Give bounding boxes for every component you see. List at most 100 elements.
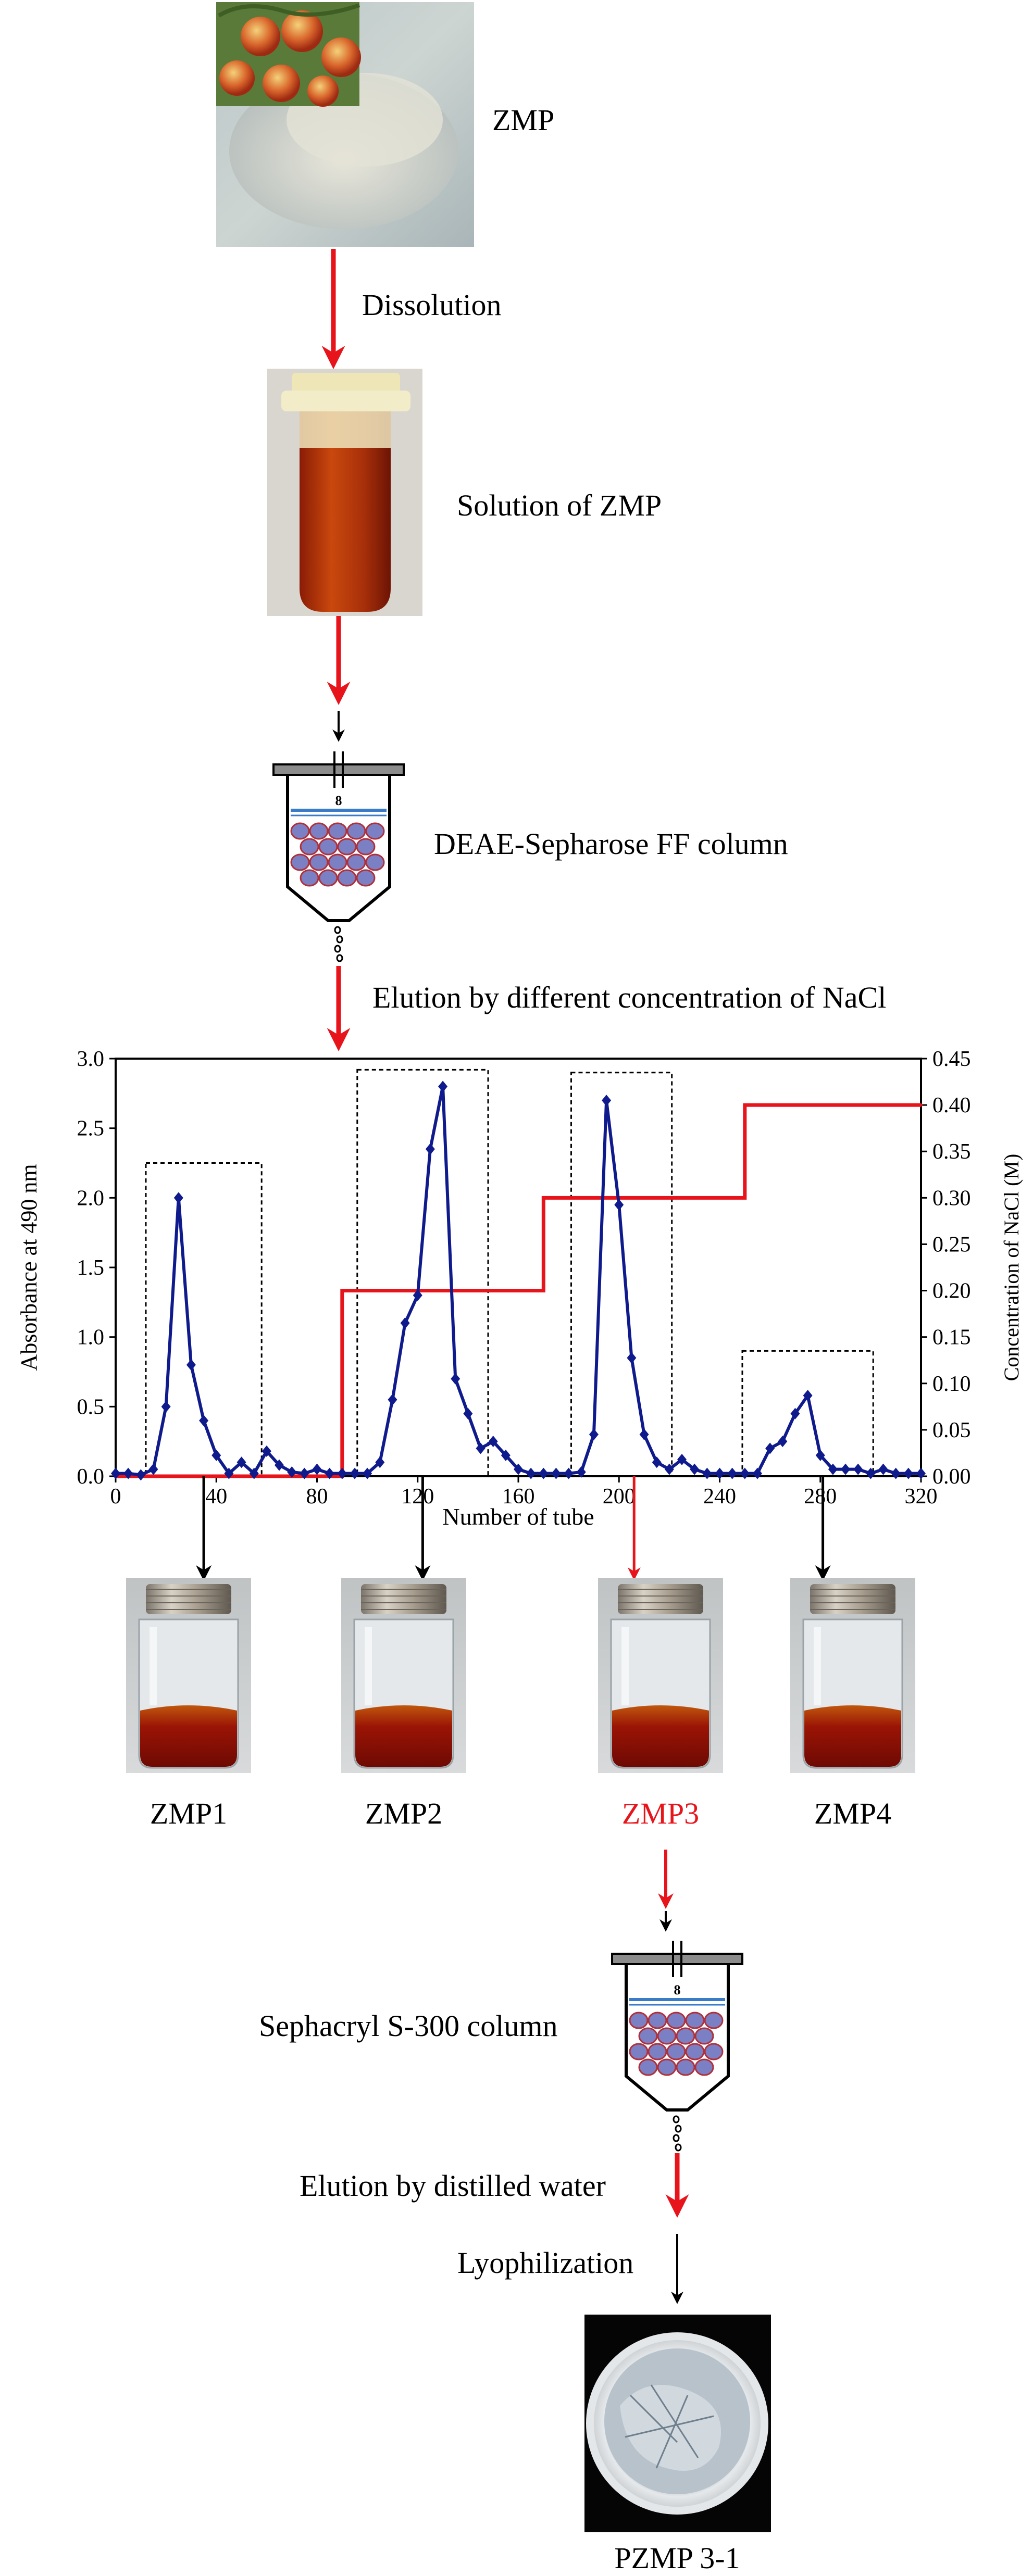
absorbance-point xyxy=(639,1428,649,1440)
fraction-label: ZMP2 xyxy=(365,1796,442,1830)
absorbance-point xyxy=(891,1467,901,1479)
absorbance-point xyxy=(765,1442,775,1454)
absorbance-point xyxy=(438,1080,448,1092)
column-cap xyxy=(272,763,405,776)
petri-dish-photo xyxy=(584,2315,771,2532)
inlet-glyph: 8 xyxy=(674,1982,681,1997)
absorbance-point xyxy=(602,1095,612,1107)
resin-bead xyxy=(365,822,385,840)
absorbance-point xyxy=(337,1467,347,1479)
absorbance-point xyxy=(451,1373,461,1385)
resin-bead xyxy=(704,2043,724,2060)
resin-bead xyxy=(337,838,357,856)
fraction-label: ZMP3 xyxy=(622,1796,699,1830)
nacl-point xyxy=(542,1289,545,1292)
column-body xyxy=(625,1964,730,2112)
absorbance-point xyxy=(514,1463,523,1475)
y-tick-label: 1.0 xyxy=(77,1326,105,1350)
fraction-box xyxy=(741,1350,874,1477)
start-label: ZMP xyxy=(492,103,554,137)
fruit-icon xyxy=(241,17,280,56)
absorbance-point xyxy=(211,1449,221,1461)
drop-icon xyxy=(336,954,343,962)
drop-icon xyxy=(673,2115,680,2123)
resin-bead xyxy=(657,2058,677,2076)
plot-frame xyxy=(115,1058,922,1477)
x-tick-label: 200 xyxy=(603,1485,636,1509)
absorbance-point xyxy=(853,1463,863,1475)
absorbance-point xyxy=(589,1428,599,1440)
vial-photo xyxy=(790,1578,915,1773)
absorbance-point xyxy=(186,1359,196,1371)
fraction-box xyxy=(570,1072,673,1477)
absorbance-point xyxy=(287,1466,297,1478)
absorbance-point xyxy=(148,1463,158,1475)
resin-bead xyxy=(638,2058,658,2076)
resin-bead xyxy=(685,2012,705,2029)
vial-highlight xyxy=(365,1627,372,1705)
x-axis-label: Number of tube xyxy=(442,1503,594,1530)
vial-highlight xyxy=(814,1627,821,1705)
vial-photo xyxy=(341,1578,466,1773)
drop-icon xyxy=(334,945,341,953)
solution-label: Solution of ZMP xyxy=(457,488,662,522)
y2-tick-label: 0.25 xyxy=(932,1233,971,1256)
resin-bead xyxy=(676,2058,695,2076)
absorbance-point xyxy=(614,1199,624,1211)
absorbance-point xyxy=(388,1393,397,1405)
vial-cap xyxy=(146,1584,231,1614)
absorbance-point xyxy=(425,1143,435,1155)
absorbance-point xyxy=(111,1467,120,1479)
elution-chart: 0 40 80 120 160 200 240 280 320 0.0 0.5 1.0 1.5 2.0 2.… xyxy=(16,1047,1023,1581)
x-tick-label: 240 xyxy=(703,1485,736,1509)
drop-icon xyxy=(334,926,341,934)
vial-photo xyxy=(126,1578,251,1773)
y2-tick-label: 0.35 xyxy=(932,1140,971,1164)
nacl-point xyxy=(743,1196,746,1200)
vial-photo xyxy=(598,1578,723,1773)
absorbance-point xyxy=(677,1453,687,1465)
vial-highlight xyxy=(150,1627,157,1705)
absorbance-point xyxy=(790,1408,800,1419)
absorbance-point xyxy=(576,1466,586,1478)
absorbance-series-line xyxy=(116,1086,921,1477)
resin-bead xyxy=(290,853,310,871)
resin-bead xyxy=(648,2012,667,2029)
absorbance-point xyxy=(300,1467,309,1479)
absorbance-point xyxy=(237,1456,246,1468)
resin-bead xyxy=(694,2058,714,2076)
vial-cap xyxy=(361,1584,446,1614)
absorbance-point xyxy=(564,1467,574,1479)
resin-bead xyxy=(356,838,376,856)
absorbance-point xyxy=(740,1467,750,1479)
fraction-label: ZMP1 xyxy=(150,1796,227,1830)
absorbance-point xyxy=(752,1467,762,1479)
final-label: PZMP 3-1 xyxy=(614,2541,740,2573)
nacl-point xyxy=(517,1289,520,1292)
resin-bead xyxy=(676,2027,695,2045)
column1-label: DEAE-Sepharose FF column xyxy=(434,827,788,861)
nacl-point xyxy=(340,1289,344,1292)
lyophilization-label: Lyophilization xyxy=(457,2246,633,2280)
x-tick-label: 320 xyxy=(905,1485,938,1509)
vial-liquid xyxy=(140,1705,237,1767)
resin-bead xyxy=(666,2012,686,2029)
absorbance-point xyxy=(501,1449,511,1461)
absorbance-point xyxy=(715,1467,725,1479)
y-tick-label: 1.5 xyxy=(77,1256,105,1280)
absorbance-point xyxy=(275,1459,284,1471)
drop-icon xyxy=(675,2143,682,2152)
y2-tick-label: 0.20 xyxy=(932,1279,971,1303)
y-tick-label: 3.0 xyxy=(77,1047,105,1071)
absorbance-point xyxy=(312,1463,322,1475)
x-tick-label: 0 xyxy=(110,1485,121,1509)
resin-bead xyxy=(300,838,319,856)
absorbance-point xyxy=(123,1467,133,1479)
x-tick-label: 40 xyxy=(205,1485,227,1509)
y2-tick-label: 0.30 xyxy=(932,1186,971,1210)
fraction-label: ZMP4 xyxy=(814,1796,891,1830)
absorbance-point xyxy=(664,1463,674,1475)
drop-icon xyxy=(675,2125,682,2133)
absorbance-point xyxy=(652,1456,662,1468)
y2-tick-label: 0.40 xyxy=(932,1094,971,1117)
